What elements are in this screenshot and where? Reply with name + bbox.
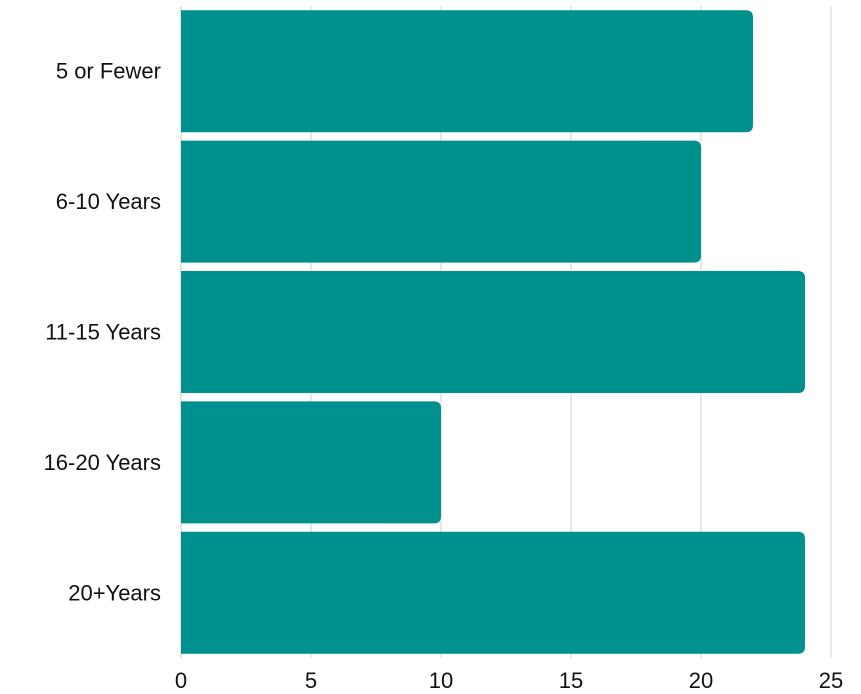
category-label: 5 or Fewer — [56, 59, 161, 84]
category-label: 16-20 Years — [44, 450, 161, 475]
x-tick-label: 15 — [559, 668, 583, 693]
bars — [181, 10, 805, 654]
x-tick-label: 20 — [689, 668, 713, 693]
category-label: 20+Years — [68, 580, 161, 605]
bar — [181, 271, 805, 393]
category-label: 11-15 Years — [45, 320, 161, 345]
x-tick-label: 0 — [175, 668, 187, 693]
category-label: 6-10 Years — [56, 189, 161, 214]
category-labels: 5 or Fewer 6-10 Years 11-15 Years 16-20 Yea… — [44, 59, 161, 606]
bar — [181, 140, 701, 263]
bar — [181, 10, 753, 133]
bar — [181, 401, 441, 524]
x-axis-tick-labels: 0 5 10 15 20 25 — [175, 668, 843, 693]
bar — [181, 531, 805, 654]
x-tick-label: 5 — [305, 668, 317, 693]
x-tick-label: 10 — [429, 668, 453, 693]
x-tick-label: 25 — [819, 668, 843, 693]
